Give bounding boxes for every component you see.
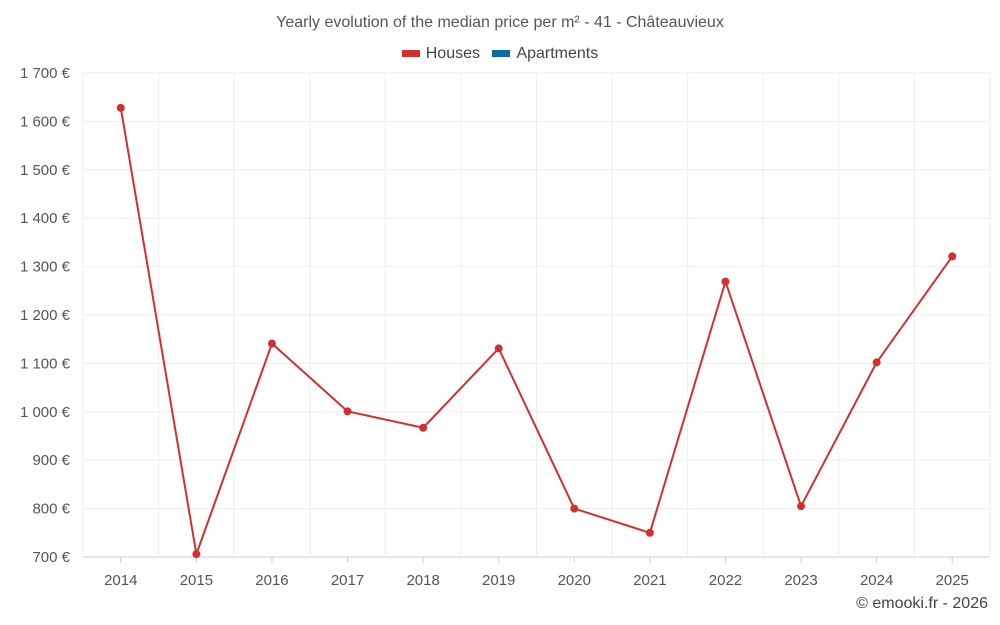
legend-item-apartments[interactable]: Apartments: [492, 45, 598, 63]
x-tick-label: 2014: [104, 572, 137, 589]
legend-label-apartments: Apartments: [516, 44, 599, 62]
y-tick-label: 1 500 €: [20, 162, 71, 179]
watermark: © emooki.fr - 2026: [856, 595, 988, 612]
x-tick-label: 2020: [558, 572, 591, 589]
y-tick-label: 1 000 €: [20, 404, 71, 421]
x-tick-label: 2015: [180, 572, 213, 589]
data-point-houses: [343, 407, 352, 416]
x-tick-label: 2024: [860, 572, 893, 589]
x-tick-label: 2019: [482, 572, 515, 589]
x-tick-label: 2023: [784, 572, 817, 589]
data-point-houses: [267, 339, 276, 348]
x-tick-label: 2022: [709, 572, 742, 589]
data-point-houses: [192, 550, 201, 559]
y-tick-label: 700 €: [32, 549, 70, 566]
y-tick-label: 1 400 €: [20, 210, 71, 227]
y-tick-label: 900 €: [32, 452, 70, 469]
x-tick-label: 2016: [255, 572, 288, 589]
data-point-houses: [721, 277, 730, 286]
x-tick-label: 2017: [331, 572, 364, 589]
data-point-houses: [570, 504, 579, 513]
chart-title: Yearly evolution of the median price per…: [276, 14, 724, 31]
y-tick-label: 1 600 €: [20, 113, 71, 130]
data-point-houses: [494, 344, 503, 353]
x-tick-label: 2025: [936, 572, 969, 589]
data-point-houses: [419, 423, 428, 432]
data-point-houses: [948, 252, 957, 261]
x-tick-label: 2021: [633, 572, 666, 589]
data-point-houses: [872, 358, 881, 367]
data-point-houses: [797, 502, 806, 511]
y-tick-label: 1 100 €: [20, 355, 71, 372]
legend-swatch-apartments: [492, 50, 511, 57]
data-point-houses: [645, 528, 654, 537]
data-point-houses: [116, 103, 125, 112]
legend-swatch-houses: [401, 50, 420, 57]
y-tick-label: 1 300 €: [20, 259, 71, 276]
legend: Houses Apartments: [0, 44, 1000, 63]
series-line-houses: [119, 107, 954, 556]
y-tick-label: 1 700 €: [20, 65, 71, 82]
x-tick-label: 2018: [406, 572, 439, 589]
legend-label-houses: Houses: [425, 44, 480, 62]
legend-item-houses[interactable]: Houses: [401, 44, 480, 63]
y-tick-label: 1 200 €: [20, 307, 71, 324]
y-tick-label: 800 €: [32, 501, 70, 518]
